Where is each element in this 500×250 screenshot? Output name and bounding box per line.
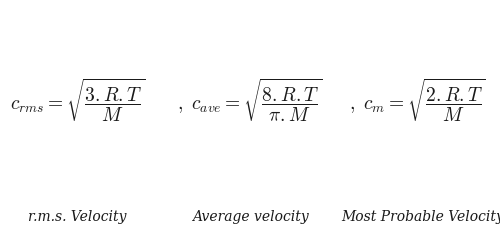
- Text: Average velocity: Average velocity: [192, 210, 308, 224]
- Text: r.m.s. Velocity: r.m.s. Velocity: [28, 210, 127, 224]
- Text: $,\ c_{m} = \sqrt{\dfrac{2.R.T}{M}}$: $,\ c_{m} = \sqrt{\dfrac{2.R.T}{M}}$: [349, 76, 486, 124]
- Text: Most Probable Velocity: Most Probable Velocity: [341, 210, 500, 224]
- Text: $c_{rms} = \sqrt{\dfrac{3.R.T}{M}}$: $c_{rms} = \sqrt{\dfrac{3.R.T}{M}}$: [10, 76, 145, 124]
- Text: $,\ c_{ave} = \sqrt{\dfrac{8.R.T}{\pi.M}}$: $,\ c_{ave} = \sqrt{\dfrac{8.R.T}{\pi.M}…: [178, 76, 322, 124]
